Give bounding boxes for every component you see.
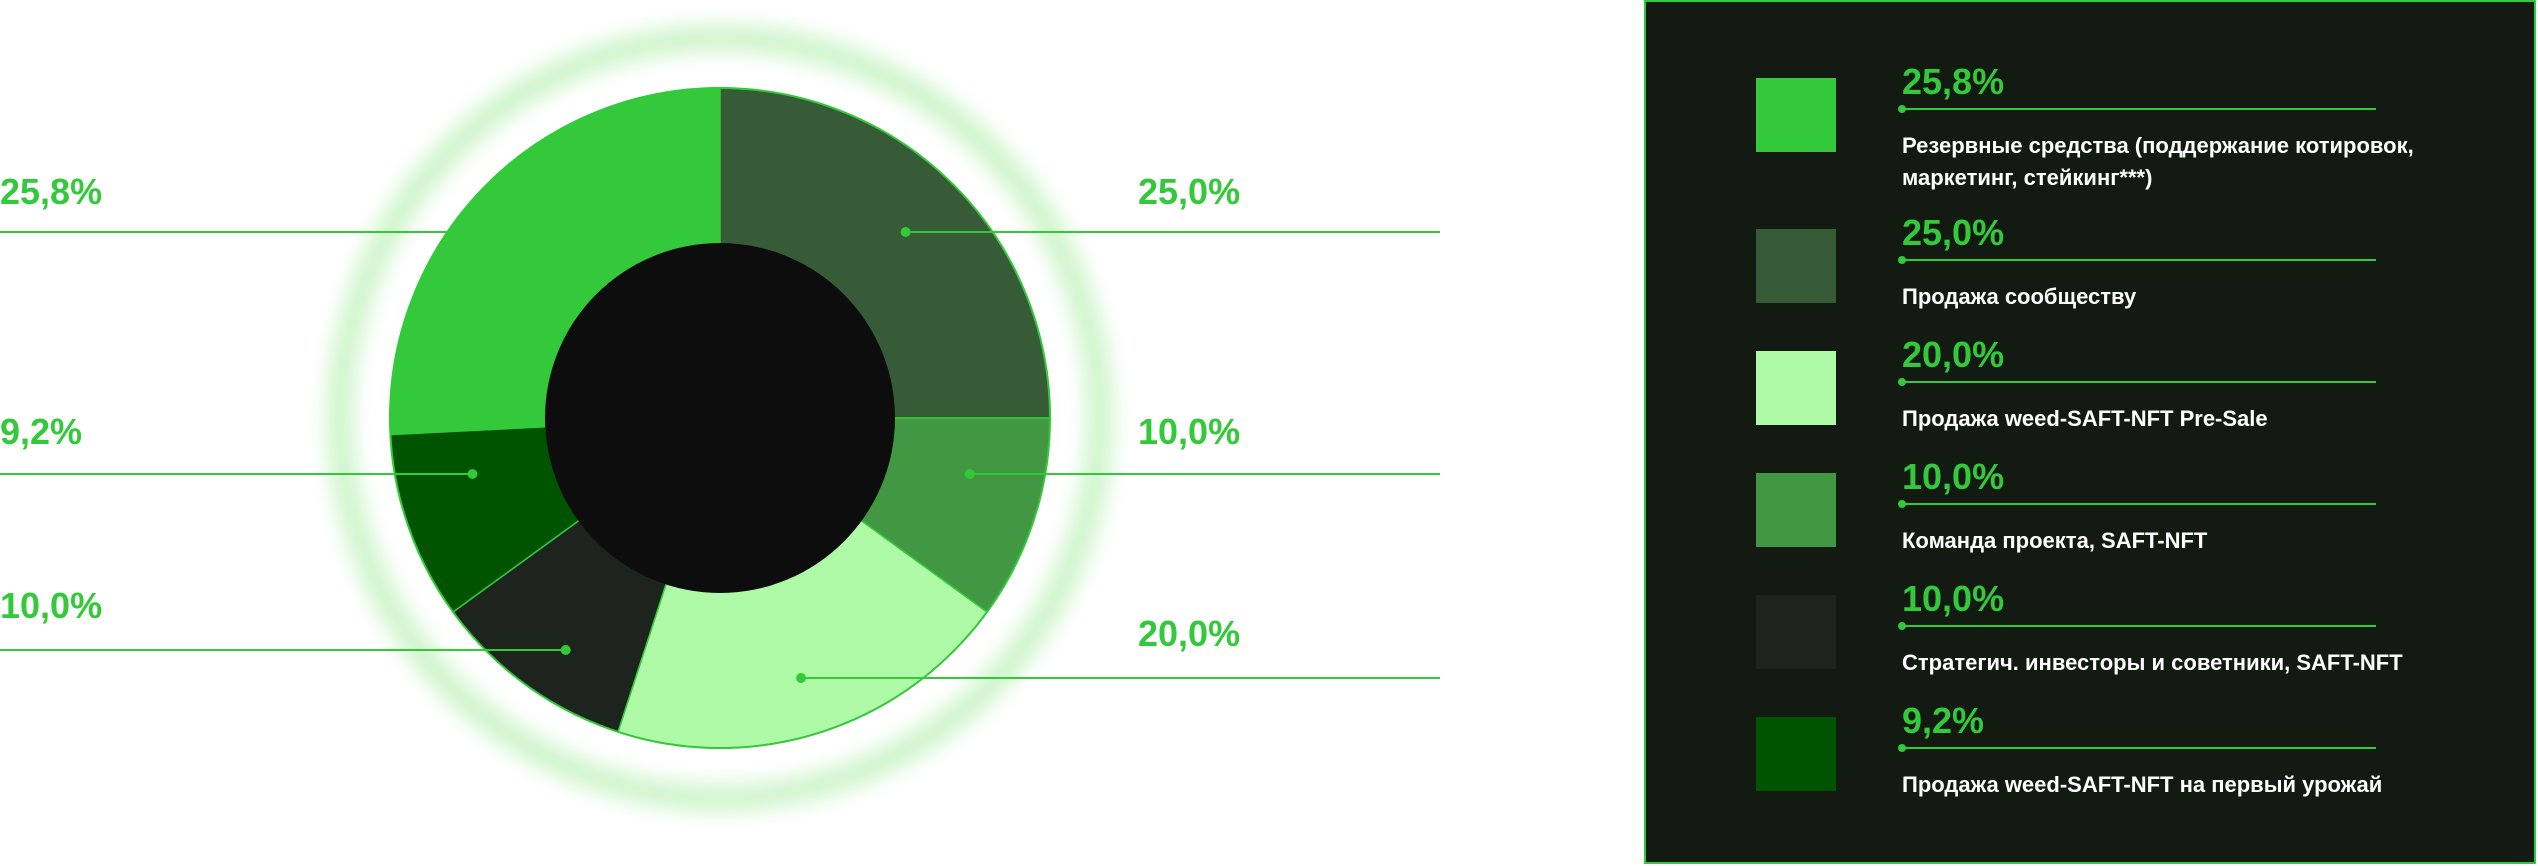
- legend-value: 10,0%: [1902, 578, 2005, 619]
- leader-dot-reserve: [524, 227, 535, 237]
- legend-dot: [1898, 378, 1906, 386]
- legend-divider: [1902, 625, 2376, 627]
- legend-value: 20,0%: [1902, 334, 2005, 375]
- legend-dot: [1898, 256, 1906, 264]
- legend-item-investors: 10,0% Стратегич. инвесторы и советники, …: [1756, 581, 2456, 691]
- legend-item-team: 10,0% Команда проекта, SAFT-NFT: [1756, 459, 2456, 569]
- legend-label: Продажа weed-SAFT-NFT Pre-Sale: [1902, 406, 2268, 431]
- legend-swatch: [1756, 351, 1836, 425]
- legend-divider: [1902, 108, 2376, 110]
- donut-chart-svg: [0, 25, 1440, 811]
- donut-chart: 25,8% 25,0% 9,2% 10,0% 10,0% 20,0%: [0, 25, 1440, 811]
- legend-item-presale: 20,0% Продажа weed-SAFT-NFT Pre-Sale: [1756, 337, 2456, 447]
- leader-dot-team: [964, 469, 975, 479]
- legend-swatch: [1756, 78, 1836, 152]
- legend-value: 25,8%: [1902, 61, 2005, 102]
- leader-dot-community: [900, 227, 911, 237]
- legend-swatch: [1756, 717, 1836, 791]
- legend-swatch: [1756, 473, 1836, 547]
- legend-divider: [1902, 503, 2376, 505]
- legend-swatch: [1756, 595, 1836, 669]
- slice-label-investors: 10,0%: [0, 585, 103, 626]
- legend-divider: [1902, 259, 2376, 261]
- slice-label-community: 25,0%: [1138, 171, 1241, 212]
- leader-dot-investors: [560, 645, 571, 655]
- legend-divider: [1902, 747, 2376, 749]
- donut-rim: [389, 87, 1051, 749]
- legend-item-community: 25,0% Продажа сообществу: [1756, 215, 2456, 325]
- legend-dot: [1898, 744, 1906, 752]
- legend-value: 9,2%: [1902, 700, 1985, 741]
- slice-label-presale: 20,0%: [1138, 613, 1241, 654]
- legend-dot: [1898, 105, 1906, 113]
- slice-label-reserve: 25,8%: [0, 171, 103, 212]
- slice-label-team: 10,0%: [1138, 411, 1241, 452]
- legend-swatch: [1756, 229, 1836, 303]
- donut-hole: [545, 243, 895, 593]
- legend-dot: [1898, 500, 1906, 508]
- legend-label: Стратегич. инвесторы и советники, SAFT-N…: [1902, 650, 2403, 675]
- legend-value: 25,0%: [1902, 212, 2005, 253]
- legend-value: 10,0%: [1902, 456, 2005, 497]
- legend-label: Продажа weed-SAFT-NFT на первый урожай: [1902, 772, 2383, 797]
- legend-label: Резервные средства (поддержание котирово…: [1902, 133, 2414, 190]
- legend-panel: 25,8% Резервные средства (поддержание ко…: [1644, 0, 2536, 864]
- legend-label: Продажа сообществу: [1902, 284, 2137, 309]
- legend-label: Команда проекта, SAFT-NFT: [1902, 528, 2208, 553]
- legend-dot: [1898, 622, 1906, 630]
- chart-glow-ring: [327, 25, 1113, 811]
- slice-label-harvest: 9,2%: [0, 411, 83, 452]
- legend-divider: [1902, 381, 2376, 383]
- leader-dot-presale: [796, 673, 807, 683]
- legend-item-reserve: 25,8% Резервные средства (поддержание ко…: [1756, 61, 2456, 190]
- legend-item-harvest: 9,2% Продажа weed-SAFT-NFT на первый уро…: [1756, 703, 2456, 813]
- leader-dot-harvest: [467, 469, 478, 479]
